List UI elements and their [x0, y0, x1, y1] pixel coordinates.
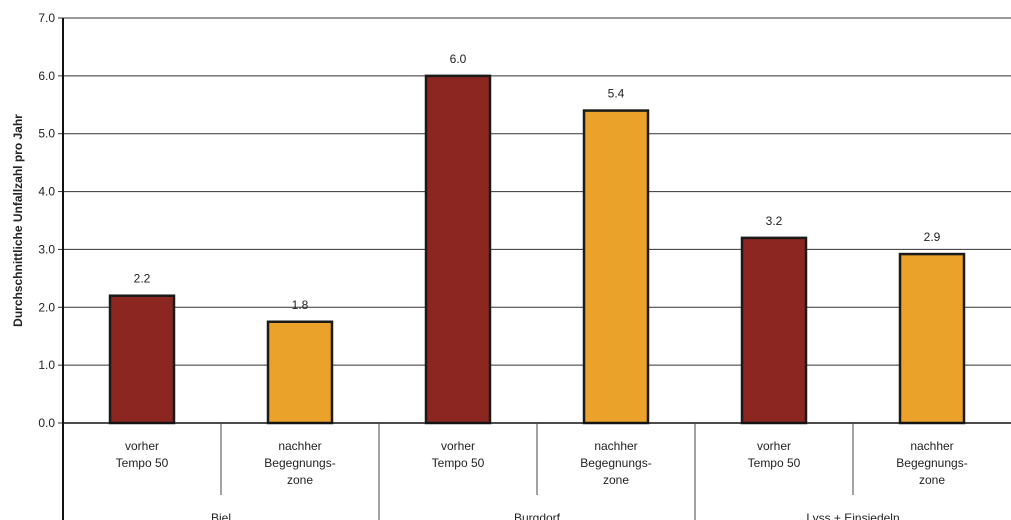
data-label: 2.9 [924, 230, 941, 244]
bar [108, 294, 176, 425]
y-tick-label: 4.0 [38, 185, 55, 199]
y-axis: 0.0 1.0 2.0 3.0 4.0 5.0 6.0 7.0 [38, 11, 64, 520]
data-label: 3.2 [766, 214, 783, 228]
x-category-label: Begegnungs- [896, 456, 967, 470]
bar [898, 252, 966, 425]
x-group-label: Lyss + Einsiedeln [806, 511, 899, 520]
x-axis: vorher Tempo 50 nachher Begegnungs-zone Biel… [63, 422, 1011, 520]
x-category-label: Begegnungs- [580, 456, 651, 470]
x-category-label: zone [919, 473, 945, 487]
x-category-label: nachher [278, 439, 321, 453]
bar [740, 236, 808, 425]
bar [582, 109, 650, 425]
data-label: 1.8 [292, 298, 309, 312]
x-category-label: nachher [594, 439, 637, 453]
x-category-label: zone [603, 473, 629, 487]
y-tick-label: 3.0 [38, 242, 55, 256]
data-label: 5.4 [608, 87, 625, 101]
x-category-label: vorher [125, 439, 159, 453]
y-tick-label: 5.0 [38, 127, 55, 141]
y-axis-label: Durchschnittliche Unfallzahl pro Jahr [11, 114, 25, 327]
x-category-label: vorher [757, 439, 791, 453]
x-category-label: Begegnungs- [264, 456, 335, 470]
x-category-label: Tempo 50 [432, 456, 485, 470]
gridlines [63, 17, 1011, 366]
y-tick-label: 6.0 [38, 69, 55, 83]
y-tick-label: 1.0 [38, 358, 55, 372]
x-category-label: vorher [441, 439, 475, 453]
x-group-label: Biel [211, 511, 231, 520]
bar [266, 320, 334, 425]
bar-series: 2.2 1.8 6.0 5.4 3.2 2.9 [108, 52, 966, 425]
y-tick-label: 2.0 [38, 300, 55, 314]
x-category-label: Tempo 50 [748, 456, 801, 470]
x-group-label: Burgdorf [514, 511, 561, 520]
x-category-label: nachher [910, 439, 953, 453]
x-category-label: zone [287, 473, 313, 487]
data-label: 6.0 [450, 52, 467, 66]
y-tick-label: 7.0 [38, 11, 55, 25]
x-category-label: Tempo 50 [116, 456, 169, 470]
data-label: 2.2 [134, 272, 151, 286]
bar [424, 74, 492, 425]
y-tick-label: 0.0 [38, 416, 55, 430]
